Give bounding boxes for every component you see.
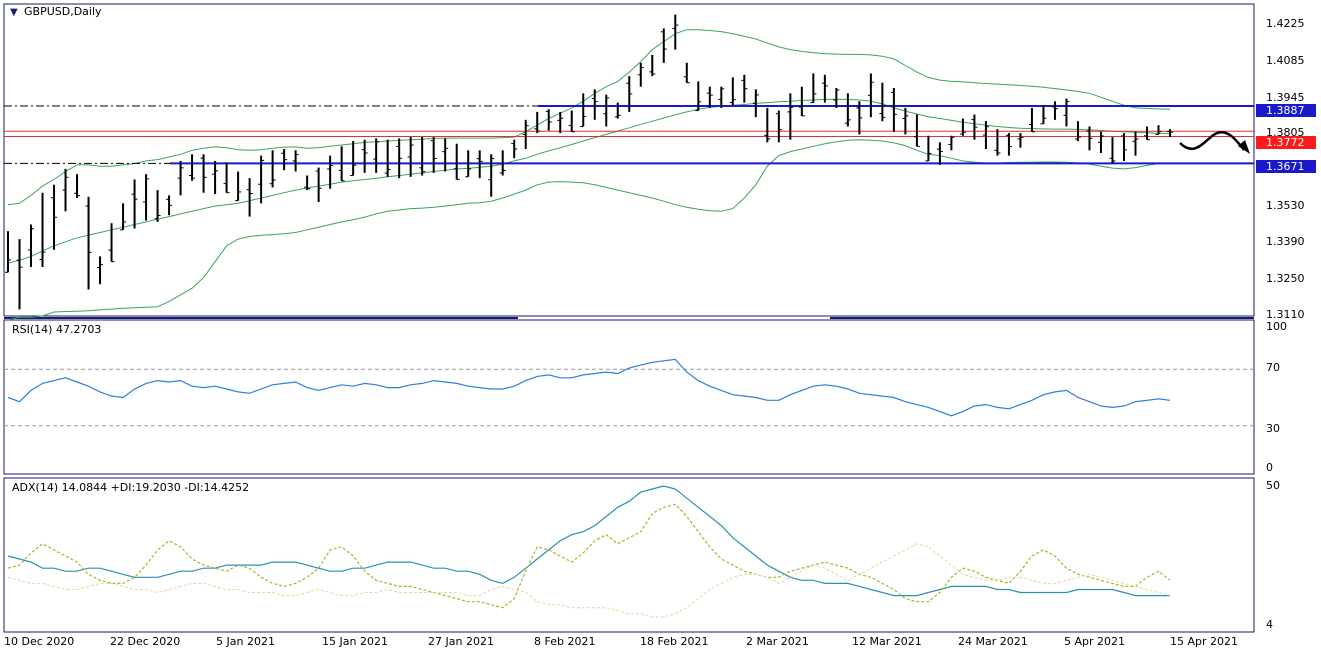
rsi-plot [4,358,1254,427]
forecast-arrowhead [1238,140,1250,154]
date-tick-label: 27 Jan 2021 [428,635,494,648]
adx-panel-frame [3,477,1255,633]
level-marker-label: 1.3887 [1266,104,1305,117]
price-tick-label: 1.3250 [1266,272,1305,285]
adx-tick-label: 4 [1266,618,1273,631]
date-tick-label: 2 Mar 2021 [746,635,809,648]
current-price-marker-box [1256,136,1316,149]
date-tick-label: 5 Apr 2021 [1064,635,1125,648]
bollinger-middle-line [7,98,1171,264]
level-marker-box [1256,104,1316,117]
forecast-curve [1179,131,1245,151]
date-tick-label: 12 Mar 2021 [852,635,922,648]
adx-title: ADX(14) 14.0844 +DI:19.2030 -DI:14.4252 [12,481,249,494]
rsi-tick-label: 0 [1266,461,1273,474]
date-tick-label: 5 Jan 2021 [216,635,275,648]
price-tick-label: 1.3945 [1266,91,1305,104]
date-tick-label: 15 Apr 2021 [1170,635,1238,648]
rsi-title: RSI(14) 47.2703 [12,323,101,336]
rsi-tick-label: 100 [1266,320,1287,333]
date-tick-label: 8 Feb 2021 [534,635,595,648]
adx-plot [7,485,1171,618]
price-tick-label: 1.4085 [1266,54,1305,67]
date-tick-label: 10 Dec 2020 [4,635,74,648]
level-marker-label: 1.3671 [1266,160,1305,173]
rsi-panel-frame [3,319,1255,475]
price-tick-label: 1.3390 [1266,235,1305,248]
minus-di-line [7,543,1171,618]
rsi-tick-label: 70 [1266,361,1280,374]
current-price-marker-label: 1.3772 [1266,136,1305,149]
date-tick-label: 22 Dec 2020 [110,635,180,648]
adx-tick-label: 50 [1266,479,1280,492]
date-tick-label: 24 Mar 2021 [958,635,1028,648]
level-marker-box [1256,160,1316,173]
symbol-dropdown-icon[interactable]: ▼ [10,7,18,18]
rsi-line [7,358,1171,417]
price-panel-frame [3,3,1255,317]
date-tick-label: 15 Jan 2021 [322,635,388,648]
adx-line [7,485,1170,597]
price-tick-label: 1.3805 [1266,126,1305,139]
main-title: GBPUSD,Daily [24,5,102,18]
price-bars [5,14,1173,310]
bollinger-upper-line [7,29,1171,206]
horizontal-levels [4,105,1254,165]
price-tick-label: 1.3530 [1266,199,1305,212]
rsi-tick-label: 30 [1266,422,1280,435]
date-tick-label: 18 Feb 2021 [640,635,708,648]
price-tick-label: 1.3110 [1266,308,1305,321]
forecast-arrow [1179,131,1250,154]
price-tick-label: 1.4225 [1266,17,1305,30]
